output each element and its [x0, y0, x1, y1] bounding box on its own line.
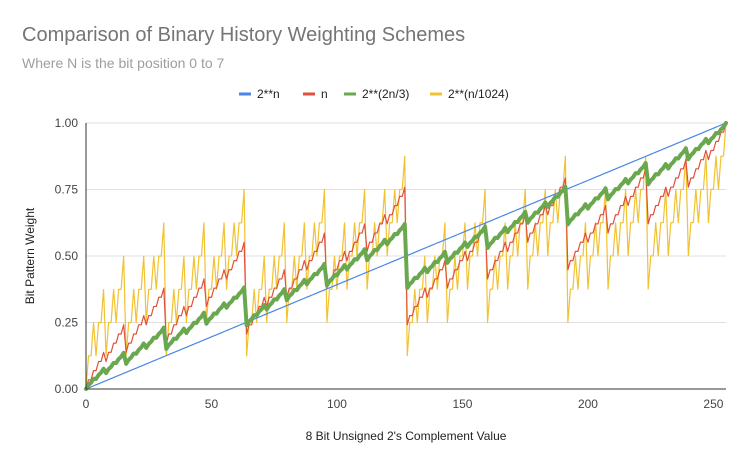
x-tick-label: 0 — [83, 397, 90, 411]
x-axis-title: 8 Bit Unsigned 2's Complement Value — [306, 429, 507, 443]
y-tick-label: 0.25 — [55, 316, 79, 330]
y-axis-ticks: 0.00 0.25 0.50 0.75 1.00 — [55, 116, 79, 396]
x-tick-label: 50 — [205, 397, 219, 411]
y-tick-label: 0.50 — [55, 249, 79, 263]
legend-label: 2**(2n/3) — [362, 87, 409, 101]
legend-item: 2**n — [239, 87, 280, 101]
y-tick-label: 0.75 — [55, 183, 79, 197]
series-layer — [84, 121, 728, 391]
chart-title: Comparison of Binary History Weighting S… — [22, 24, 465, 46]
x-tick-label: 200 — [578, 397, 598, 411]
legend-label: 2**(n/1024) — [448, 87, 509, 101]
legend-label: 2**n — [257, 87, 280, 101]
legend-label: n — [321, 87, 328, 101]
legend-item: n — [303, 87, 328, 101]
x-axis-ticks: 0 50 100 150 200 250 — [83, 397, 724, 411]
y-tick-label: 1.00 — [55, 116, 79, 130]
x-tick-label: 150 — [452, 397, 472, 411]
y-tick-label: 0.00 — [55, 382, 79, 396]
x-tick-label: 100 — [327, 397, 347, 411]
x-tick-label: 250 — [703, 397, 723, 411]
series-line-2 — [84, 121, 728, 391]
chart-subtitle: Where N is the bit position 0 to 7 — [22, 55, 225, 71]
legend-item: 2**(2n/3) — [344, 87, 409, 101]
legend: 2**n n 2**(2n/3) 2**(n/1024) — [239, 87, 509, 101]
y-axis-title: Bit Pattern Weight — [23, 207, 37, 304]
legend-item: 2**(n/1024) — [430, 87, 509, 101]
